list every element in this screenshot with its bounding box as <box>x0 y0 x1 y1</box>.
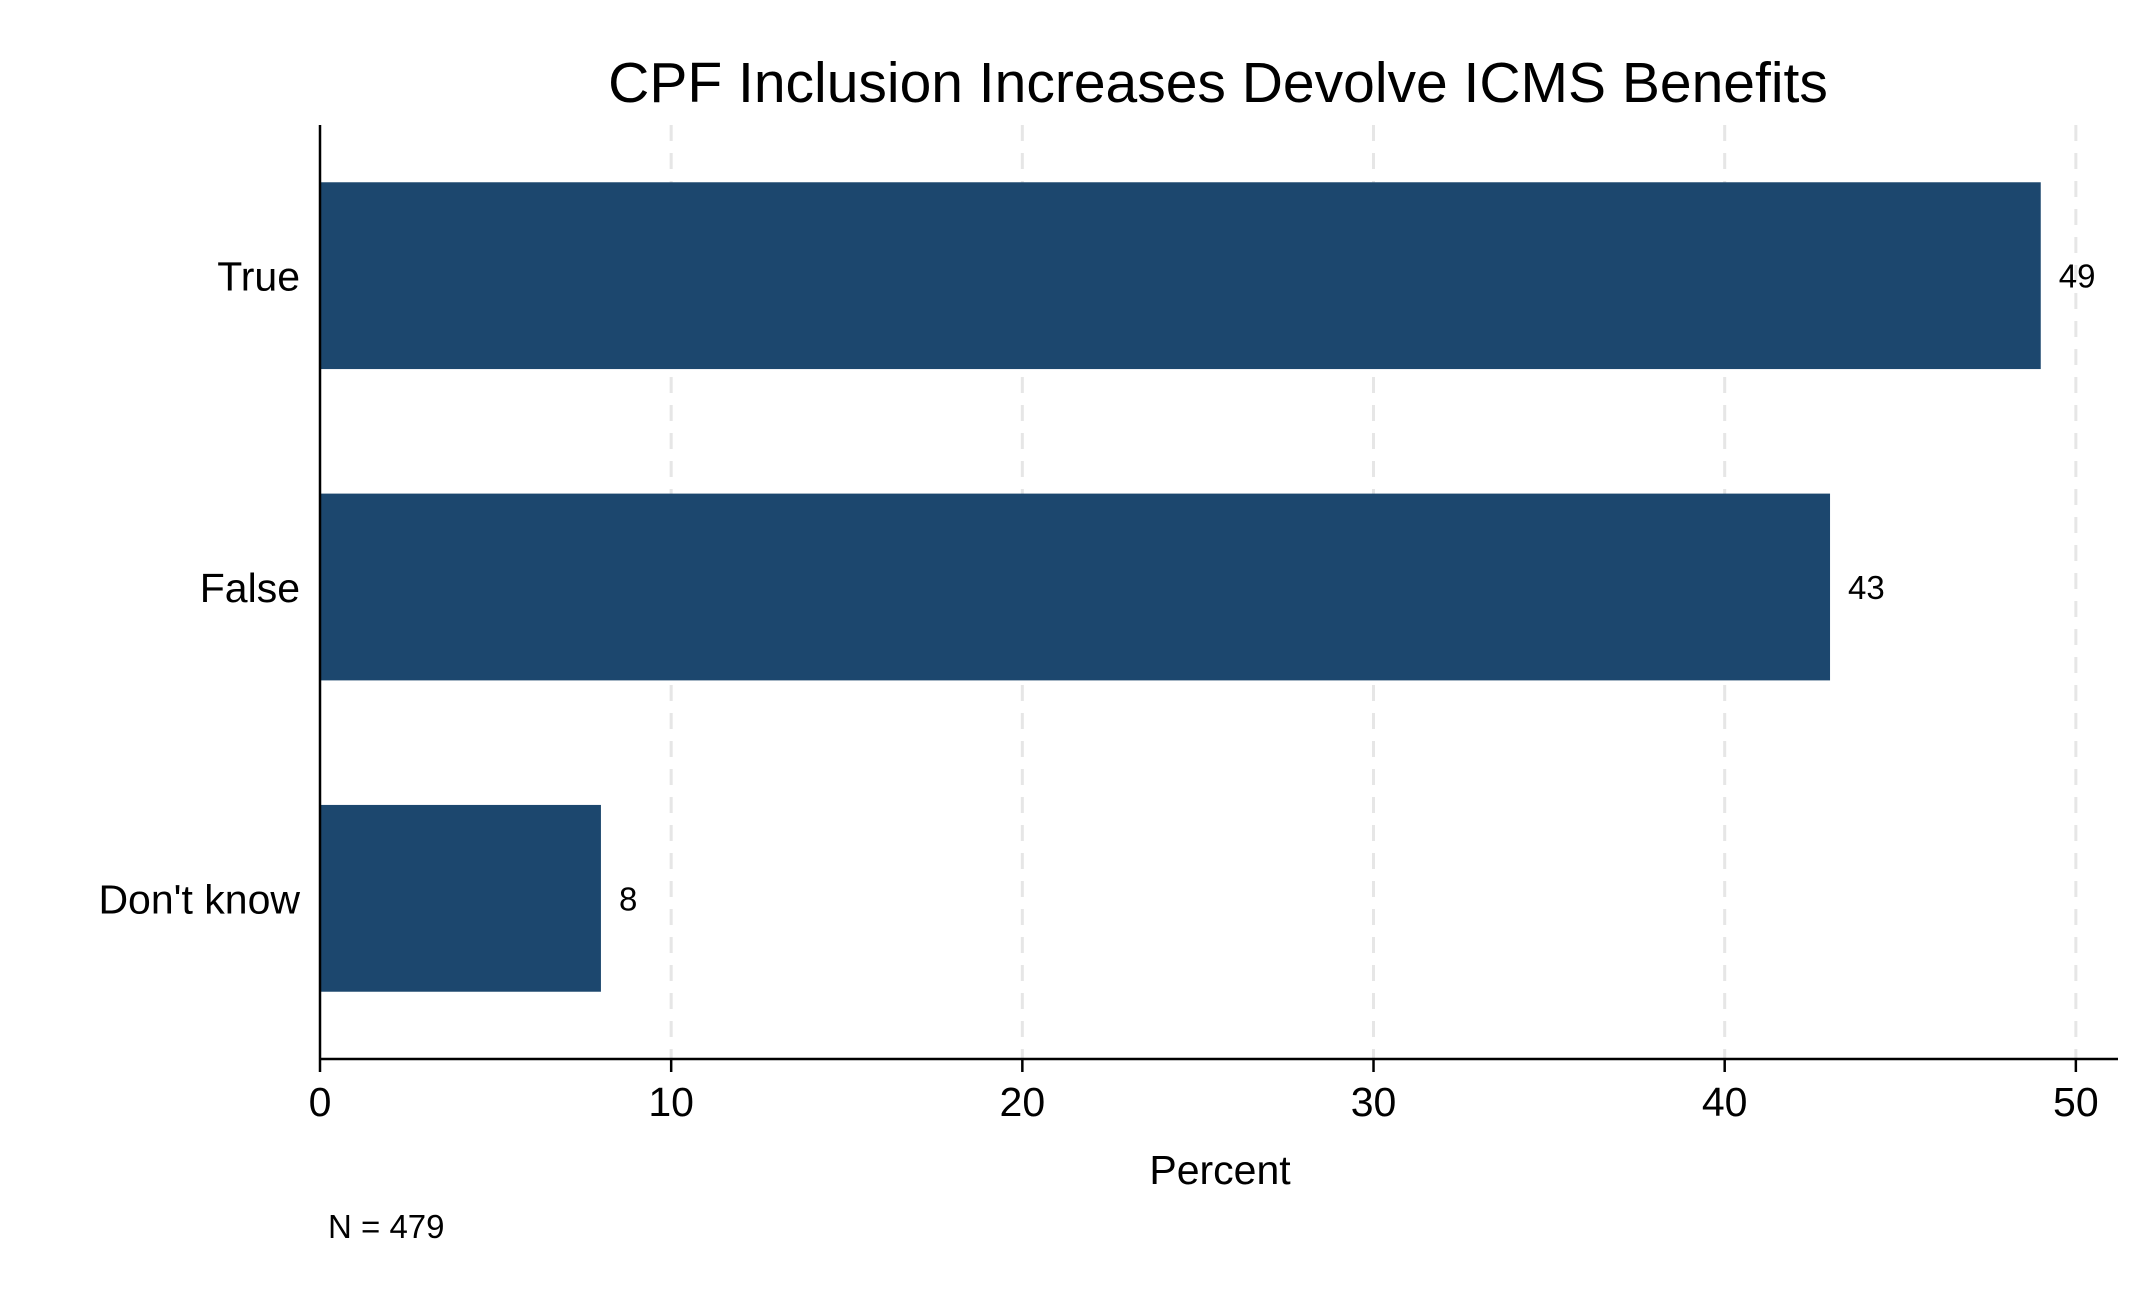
sample-size-note: N = 479 <box>328 1208 445 1245</box>
bar-value-label-1: 43 <box>1848 569 1885 606</box>
chart-title: CPF Inclusion Increases Devolve ICMS Ben… <box>608 51 1828 115</box>
bar-value-label-0: 49 <box>2059 258 2096 295</box>
x-axis-ticks: 0 10 20 30 40 50 <box>309 1059 2099 1125</box>
bar-1 <box>320 493 1831 681</box>
x-tick-label-50: 50 <box>2053 1079 2099 1125</box>
bar-0 <box>320 182 2041 370</box>
x-tick-label-30: 30 <box>1351 1079 1397 1125</box>
x-tick-label-20: 20 <box>1000 1079 1046 1125</box>
category-label-0: True <box>217 254 300 300</box>
x-tick-label-40: 40 <box>1702 1079 1748 1125</box>
category-label-1: False <box>200 565 300 611</box>
bar-2 <box>320 804 601 992</box>
category-labels: True False Don't know <box>98 254 300 923</box>
x-axis-title: Percent <box>1149 1147 1291 1193</box>
bar-value-labels: 49 43 8 <box>619 258 2096 918</box>
bar-value-label-2: 8 <box>619 880 637 917</box>
category-label-2: Don't know <box>98 876 300 922</box>
x-tick-label-0: 0 <box>309 1079 332 1125</box>
x-tick-label-10: 10 <box>648 1079 694 1125</box>
bars <box>320 182 2041 992</box>
